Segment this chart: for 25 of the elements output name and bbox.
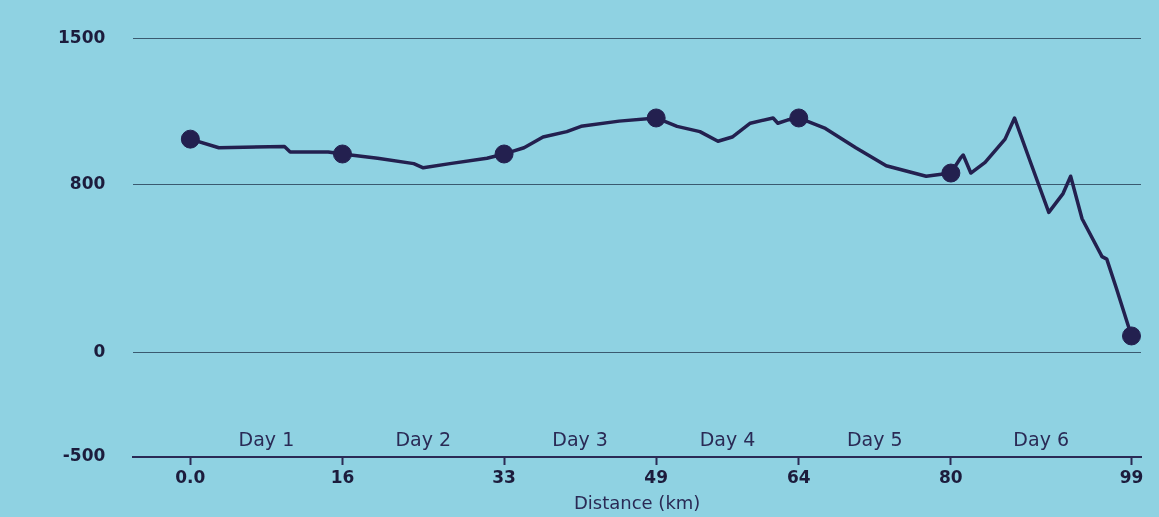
annotation: Day 3 xyxy=(552,428,608,451)
point xyxy=(646,108,666,128)
point xyxy=(1121,326,1141,346)
x-tick-label: 33 xyxy=(492,466,516,487)
annotation: Day 4 xyxy=(699,428,756,451)
annotation: Day 1 xyxy=(238,428,295,451)
x-tick-label: 80 xyxy=(939,466,963,487)
y-tick-label: 0 xyxy=(93,340,106,361)
point xyxy=(180,129,200,149)
annotation: Day 6 xyxy=(1013,428,1070,451)
x-axis-title: Distance (km) xyxy=(573,491,701,513)
y-tick-label: 800 xyxy=(69,173,106,194)
x-tick-label: 99 xyxy=(1119,466,1144,487)
annotation: Day 5 xyxy=(846,428,903,451)
x-tick-label: 16 xyxy=(330,466,355,487)
point xyxy=(789,108,809,128)
annotation: Day 2 xyxy=(395,428,452,451)
point xyxy=(941,163,961,183)
point xyxy=(494,144,514,164)
point xyxy=(332,144,352,164)
y-tick-label: -500 xyxy=(62,445,106,466)
x-tick-label: 49 xyxy=(644,466,669,487)
x-tick-label: 64 xyxy=(786,466,811,487)
y-tick-label: 1500 xyxy=(57,26,106,47)
x-tick-label: 0.0 xyxy=(175,466,206,487)
